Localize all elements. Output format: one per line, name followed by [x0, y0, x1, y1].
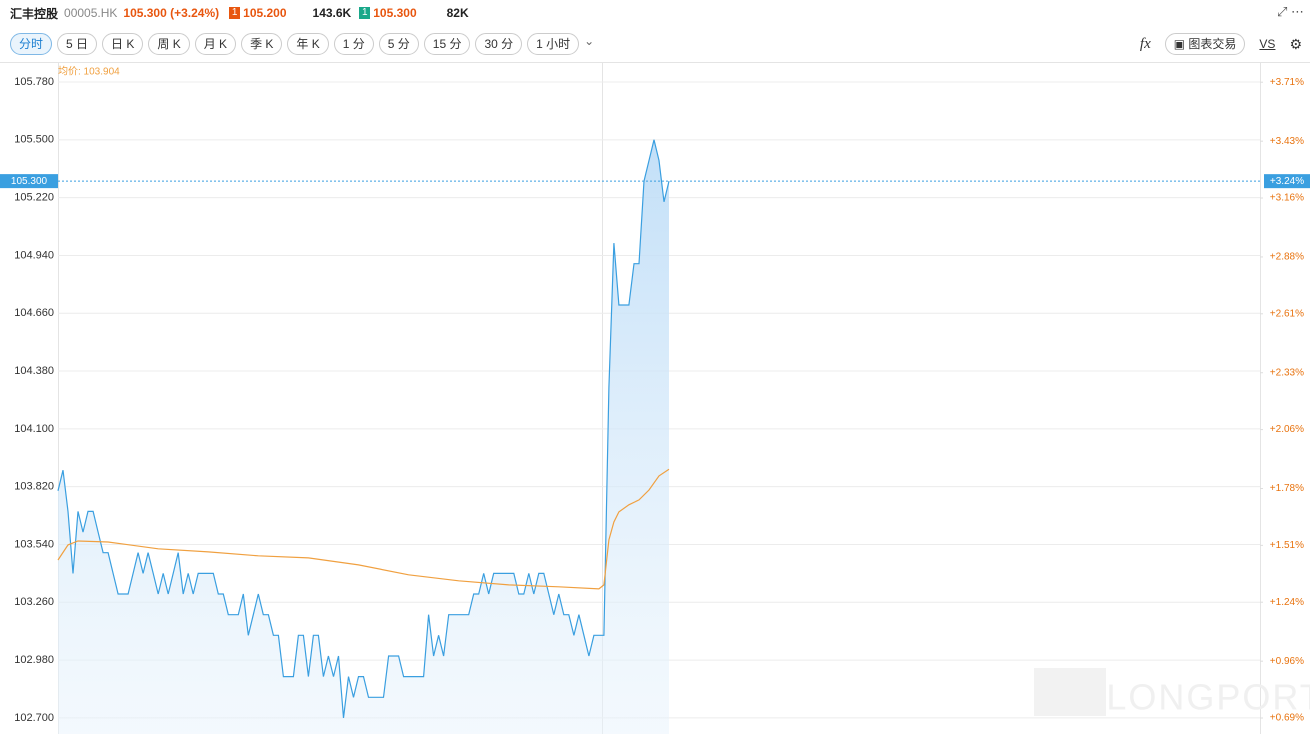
- period-tab[interactable]: 周 K: [148, 33, 190, 55]
- period-tab[interactable]: 季 K: [241, 33, 283, 55]
- ask-badge: 1: [359, 7, 371, 19]
- y2-tick-label: +3.71%: [1270, 77, 1304, 88]
- avg-line: [57, 468, 670, 590]
- stock-price: 105.300 (+3.24%): [123, 6, 220, 20]
- y-tick-label: 105.500: [14, 134, 54, 146]
- y2-tick-label: +2.06%: [1270, 424, 1304, 435]
- y2-tick-label: +2.33%: [1270, 367, 1304, 378]
- y2-tick-label: +2.61%: [1270, 308, 1304, 319]
- chart: LONGPORT 均价: 103.904 105.780 105.500 105.2…: [0, 62, 1310, 734]
- period-tab[interactable]: 5 日: [57, 33, 98, 55]
- y-tick-label: 104.940: [14, 249, 54, 261]
- period-tab[interactable]: 15 分: [423, 33, 471, 55]
- tool-area: fx ▣ 图表交易 VS ⚙: [1140, 33, 1302, 55]
- stock-name: 汇丰控股: [10, 6, 59, 21]
- period-tab[interactable]: 分时: [10, 33, 53, 55]
- price-area: [58, 139, 669, 734]
- y2-tick-label: +3.43%: [1270, 136, 1304, 147]
- avg-label: 均价: 103.904: [58, 66, 120, 78]
- y-tick-label: 104.660: [14, 307, 54, 319]
- y-tick-label: 102.700: [14, 712, 54, 724]
- period-tab[interactable]: 日 K: [102, 33, 144, 55]
- period-tab[interactable]: 1 小时: [527, 33, 580, 55]
- price-line: [57, 139, 670, 718]
- y-tick-label: 105.220: [14, 192, 54, 204]
- y-tick-label: 103.260: [14, 596, 54, 608]
- window-icons[interactable]: ⤢ ⋯: [1276, 4, 1304, 19]
- period-tab[interactable]: 30 分: [475, 33, 523, 55]
- compare-button[interactable]: VS: [1259, 37, 1276, 51]
- last-change-label: +3.24%: [1270, 176, 1304, 187]
- chart-trade-button[interactable]: ▣ 图表交易: [1164, 33, 1246, 55]
- settings-button[interactable]: ⚙: [1289, 35, 1302, 52]
- y-tick-label: 103.540: [14, 538, 54, 550]
- y2-tick-label: +3.16%: [1270, 193, 1304, 204]
- watermark-logo: [1034, 668, 1106, 716]
- more-tabs[interactable]: ⌄: [584, 34, 595, 48]
- chart-trade-label: 图表交易: [1188, 37, 1237, 51]
- period-tab[interactable]: 年 K: [287, 33, 329, 55]
- y-tick-label: 105.780: [14, 76, 54, 88]
- indicator-button[interactable]: fx: [1139, 35, 1151, 52]
- y2-tick-label: +0.96%: [1270, 656, 1304, 667]
- last-change-tag: [1264, 174, 1310, 189]
- y2-tick-label: +1.78%: [1270, 483, 1304, 494]
- y-tick-label: 103.820: [14, 481, 54, 493]
- last-price-tag: [0, 174, 58, 189]
- y-tick-label: 104.380: [14, 365, 54, 377]
- ask-price: 105.300: [373, 6, 417, 20]
- period-tab[interactable]: 月 K: [194, 33, 237, 55]
- ask-volume: 82K: [446, 6, 469, 20]
- period-tab[interactable]: 5 分: [378, 33, 419, 55]
- bid-volume: 143.6K: [312, 6, 352, 20]
- y-tick-label: 102.980: [14, 654, 54, 666]
- y-tick-label: 104.100: [14, 423, 54, 435]
- watermark: LONGPORT: [1106, 677, 1310, 718]
- last-price-label: 105.300: [11, 176, 48, 187]
- y2-tick-label: +2.88%: [1270, 252, 1304, 263]
- bid-price: 105.200: [243, 6, 287, 20]
- y2-tick-label: +1.24%: [1270, 597, 1304, 608]
- period-tab[interactable]: 1 分: [333, 33, 374, 55]
- y2-tick-label: +1.51%: [1270, 540, 1304, 551]
- stock-code: 00005.HK: [64, 6, 118, 20]
- bid-badge: 1: [229, 7, 241, 19]
- y2-tick-label: +0.69%: [1270, 713, 1304, 724]
- header: 汇丰控股 00005.HK 105.300 (+3.24%) 1 105.200…: [10, 4, 475, 22]
